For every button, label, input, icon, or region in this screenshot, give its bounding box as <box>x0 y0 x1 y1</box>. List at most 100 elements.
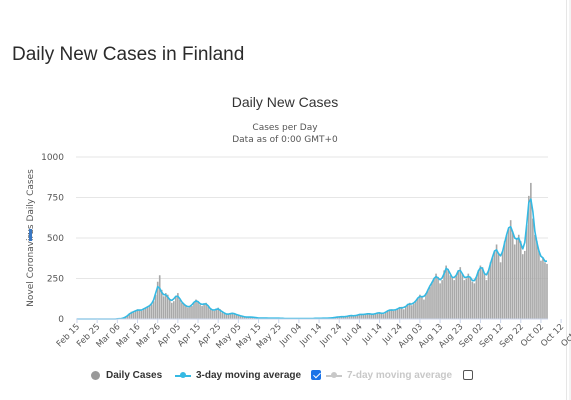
daily-case-bar <box>503 241 506 319</box>
legend-item-3-day-average[interactable]: 3-day moving average <box>175 364 301 386</box>
daily-case-bar <box>225 314 228 319</box>
daily-case-bar <box>467 273 470 319</box>
daily-case-bar <box>124 317 127 319</box>
daily-case-bar <box>181 302 183 319</box>
daily-case-bar <box>530 182 532 319</box>
daily-case-bar <box>413 303 415 319</box>
daily-case-bar <box>229 314 232 319</box>
daily-case-bar <box>540 260 542 319</box>
daily-case-bar <box>156 281 159 319</box>
daily-case-bar <box>358 314 361 319</box>
x-tick-label: Jul 04 <box>340 322 365 347</box>
daily-case-bar <box>168 299 171 319</box>
daily-case-bar <box>342 317 345 319</box>
page-title: Daily New Cases in Finland <box>12 44 245 65</box>
daily-case-bar <box>366 313 369 319</box>
daily-case-bar <box>158 275 161 319</box>
y-tick-label: 750 <box>47 194 64 204</box>
daily-cases-bars <box>116 182 548 319</box>
x-tick-label: Oct 22 <box>559 322 571 349</box>
daily-case-bar <box>423 299 425 319</box>
daily-case-bar <box>352 315 355 319</box>
x-tick-label: Jun 04 <box>277 322 304 349</box>
grid-lines <box>76 156 548 279</box>
daily-case-bar <box>215 309 217 319</box>
daily-case-bar <box>344 316 347 319</box>
daily-case-bar <box>146 306 149 319</box>
daily-case-bar <box>336 317 339 319</box>
daily-case-bar <box>435 273 437 319</box>
daily-case-bar <box>134 310 137 319</box>
daily-case-bar <box>507 228 510 319</box>
legend-item-daily-cases[interactable]: Daily Cases <box>91 364 162 386</box>
daily-case-bar <box>483 273 486 319</box>
daily-case-bar <box>245 317 248 319</box>
daily-case-bar <box>439 283 441 319</box>
daily-case-bar <box>372 314 375 319</box>
daily-case-bar <box>431 281 433 319</box>
daily-case-bar <box>211 310 213 319</box>
x-tick-label: Jun 14 <box>297 322 324 349</box>
daily-case-bar <box>457 270 460 319</box>
chart-title: Daily New Cases <box>232 94 339 110</box>
daily-case-bar <box>396 308 399 319</box>
checkbox-7-day-average[interactable] <box>463 370 473 380</box>
daily-case-bar <box>187 307 189 319</box>
x-tick-label: Jul 14 <box>360 322 385 347</box>
daily-case-bar <box>485 280 488 319</box>
daily-case-bar <box>489 262 492 319</box>
daily-case-bar <box>447 268 449 319</box>
daily-case-bar <box>505 234 508 319</box>
daily-case-bar <box>177 293 179 319</box>
daily-case-bar <box>398 307 401 319</box>
legend-label-daily-cases: Daily Cases <box>106 369 163 381</box>
daily-case-bar <box>479 265 482 319</box>
daily-case-bar <box>511 231 514 319</box>
chart-subtitle-line-1: Cases per Day <box>252 123 318 133</box>
daily-case-bar <box>213 310 215 319</box>
chart-subtitle-line-2: Data as of 0:00 GMT+0 <box>232 135 338 145</box>
daily-case-bar <box>132 312 135 319</box>
daily-case-bar <box>195 299 197 319</box>
daily-case-bar <box>199 304 201 319</box>
daily-case-bar <box>386 310 389 319</box>
daily-case-bar <box>348 315 351 319</box>
daily-case-bar <box>523 250 526 319</box>
daily-case-bar <box>346 316 349 319</box>
daily-case-bar <box>515 238 518 319</box>
daily-case-bar <box>495 244 498 319</box>
daily-case-bar <box>364 314 367 319</box>
daily-case-bar <box>526 225 528 319</box>
daily-case-bar <box>160 289 163 319</box>
daily-case-bar <box>173 301 175 319</box>
daily-case-bar <box>471 281 474 319</box>
daily-case-bar <box>499 262 502 319</box>
daily-case-bar <box>384 311 387 319</box>
daily-case-bar <box>491 257 494 319</box>
chart-legend: Daily Cases 3-day moving average 7-day m… <box>0 364 571 388</box>
daily-case-bar <box>197 301 199 319</box>
daily-case-bar <box>465 278 468 319</box>
daily-case-bar <box>429 286 431 319</box>
daily-case-bar <box>185 306 187 319</box>
daily-case-bar <box>247 317 250 319</box>
daily-case-bar <box>193 302 195 319</box>
daily-case-bar <box>443 270 445 319</box>
daily-case-bar <box>517 234 520 319</box>
daily-case-bar <box>239 315 242 319</box>
daily-case-bar <box>441 280 443 319</box>
daily-case-bar <box>459 267 462 319</box>
seven-day-line-icon <box>326 371 342 380</box>
daily-case-bar <box>203 304 205 319</box>
daily-case-bar <box>360 314 363 319</box>
daily-case-bar <box>487 270 490 319</box>
legend-label-7-day-average: 7-day moving average <box>347 369 453 381</box>
checkbox-3-day-average[interactable] <box>311 370 321 380</box>
daily-case-bar <box>144 307 147 319</box>
daily-case-bar <box>136 309 139 319</box>
legend-item-7-day-average[interactable]: 7-day moving average <box>326 364 452 386</box>
daily-case-bar <box>189 306 191 319</box>
daily-case-bar <box>513 244 516 319</box>
daily-case-bar <box>407 304 409 319</box>
